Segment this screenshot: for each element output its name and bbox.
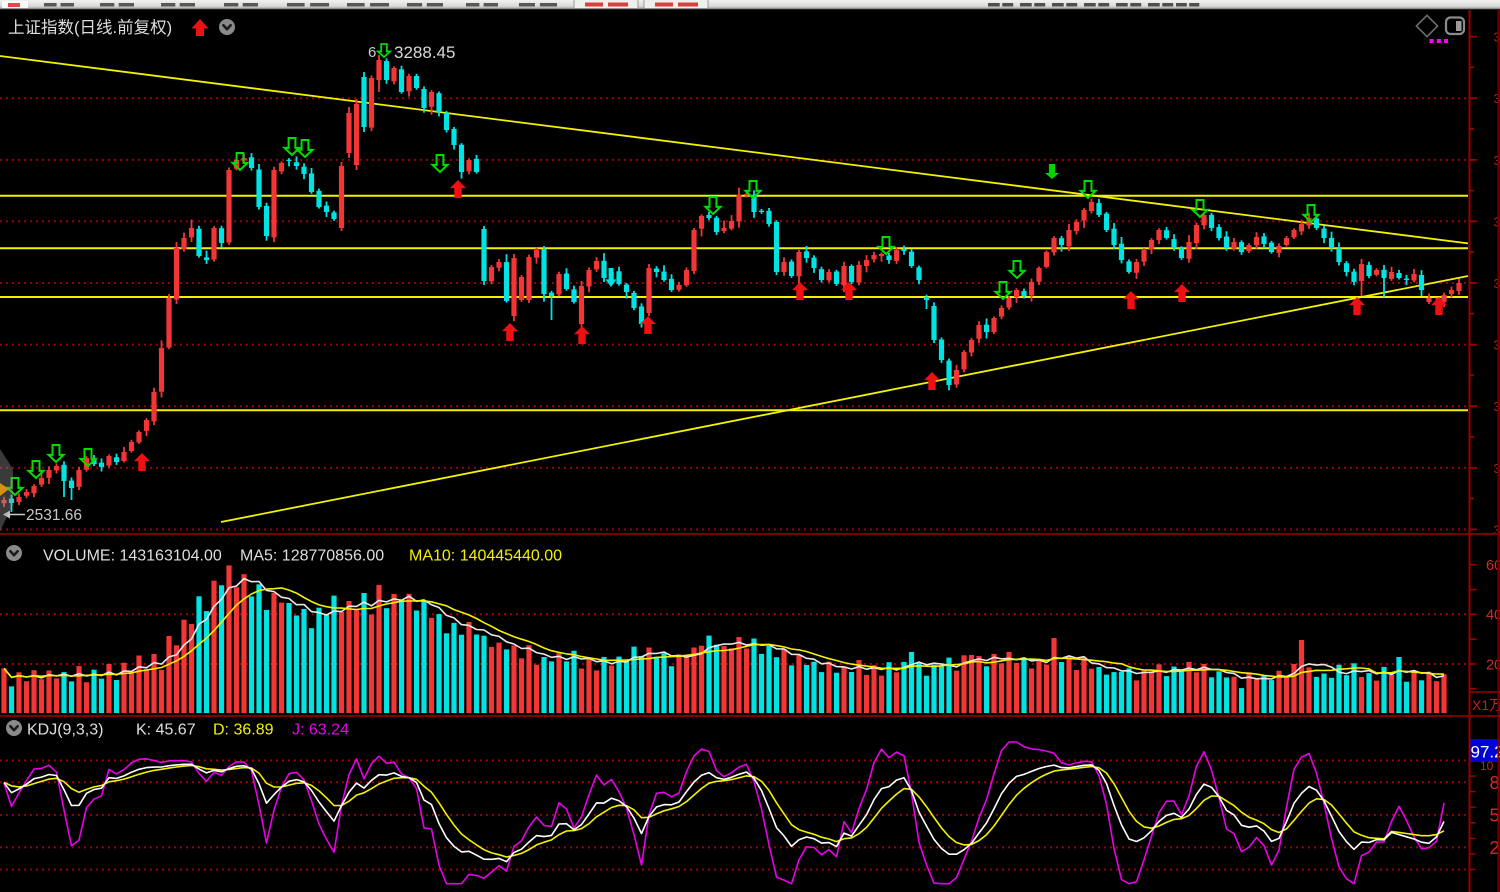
svg-text:6: 6	[368, 44, 376, 61]
svg-text:K: 45.67: K: 45.67	[136, 722, 196, 739]
svg-text:3: 3	[1494, 215, 1500, 229]
svg-text:J: 63.24: J: 63.24	[292, 722, 349, 739]
svg-text:20: 20	[1486, 658, 1500, 674]
svg-text:VOLUME: 143163104.00: VOLUME: 143163104.00	[43, 548, 222, 565]
svg-text:40: 40	[1486, 608, 1500, 624]
svg-text:3: 3	[1494, 339, 1500, 353]
svg-text:MA5: 128770856.00: MA5: 128770856.00	[240, 548, 384, 565]
svg-text:MA10: 140445440.00: MA10: 140445440.00	[409, 548, 562, 565]
svg-text:50: 50	[1490, 806, 1500, 826]
svg-text:X1万: X1万	[1472, 697, 1500, 713]
svg-text:KDJ(9,3,3): KDJ(9,3,3)	[27, 722, 103, 739]
svg-text:60: 60	[1486, 558, 1500, 574]
svg-text:3: 3	[1494, 92, 1500, 106]
svg-text:3: 3	[1494, 462, 1500, 476]
svg-text:10: 10	[1480, 759, 1494, 773]
svg-text:80: 80	[1490, 773, 1500, 793]
svg-text:3: 3	[1494, 277, 1500, 291]
svg-text:上证指数(日线.前复权): 上证指数(日线.前复权)	[8, 18, 172, 37]
svg-text:3: 3	[1494, 523, 1500, 537]
svg-text:3: 3	[1494, 400, 1500, 414]
svg-text:3: 3	[1494, 31, 1500, 45]
svg-text:2531.66: 2531.66	[26, 507, 82, 524]
svg-text:3: 3	[1494, 154, 1500, 168]
svg-text:3288.45: 3288.45	[394, 43, 455, 62]
svg-text:97.2: 97.2	[1471, 743, 1500, 762]
svg-text:20: 20	[1490, 838, 1500, 858]
svg-text:D: 36.89: D: 36.89	[213, 722, 274, 739]
